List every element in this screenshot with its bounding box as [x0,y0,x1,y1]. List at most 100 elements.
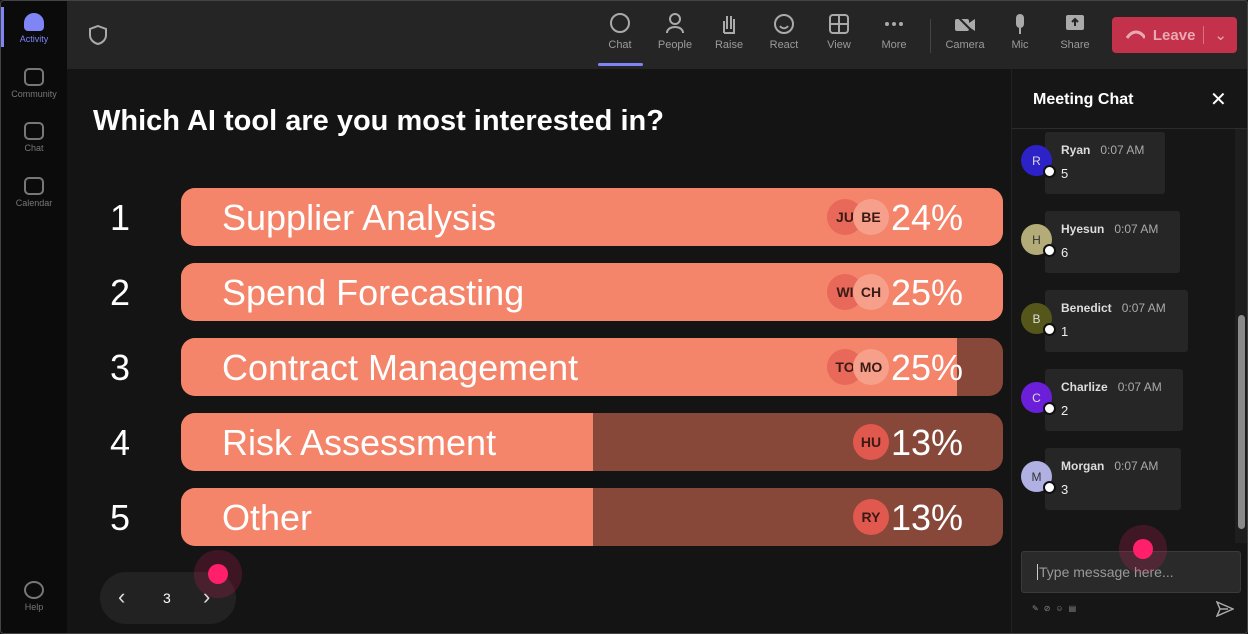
sidebar-item[interactable]: Calendar [1,177,67,208]
toolbar-button[interactable]: Camera [940,13,990,51]
button-label: React [769,39,799,51]
button-label: View [827,39,851,51]
toolbar-button[interactable]: Raise [704,13,754,51]
leave-dropdown[interactable]: ⌄ [1203,26,1227,44]
option-label: Contract Management [222,347,579,388]
sender-name: Ryan [1061,143,1091,157]
sidebar-icon [24,13,44,31]
sidebar-icon [24,122,44,140]
close-button[interactable]: ✕ [1210,89,1227,111]
toolbar-button[interactable]: More [869,13,919,51]
option-bar: Other RY 13% [181,488,1003,546]
voter-avatar: MO [853,349,889,385]
sidebar-label: Calendar [15,198,53,208]
toolbar-button[interactable]: Mic [995,13,1045,51]
button-label: Share [1060,39,1090,51]
option-fill [181,413,593,471]
message-time: 0:07 AM [1117,380,1162,394]
sidebar-item[interactable]: Chat [1,122,67,153]
help-button[interactable]: Help [1,581,67,612]
button-label: Camera [945,39,985,51]
option-label: Supplier Analysis [222,197,497,238]
button-label: Mic [1011,39,1029,51]
sender-avatar: C [1021,382,1056,415]
sender-name: Hyesun [1061,222,1105,236]
poll-option[interactable]: 3 Contract Management TO MO 25% [101,338,1011,396]
message-header: Ryan 0:07 AM [1061,141,1149,159]
option-percent: 25% [890,347,963,388]
next-button[interactable]: › [203,584,211,609]
toolbar-button[interactable]: People [650,13,700,51]
leave-button[interactable]: Leave ⌄ [1112,17,1237,53]
chat-message: Hyesun 0:07 AM 6 H [1012,211,1242,275]
voter-avatar: HU [853,424,889,460]
help-label: Help [24,602,44,612]
cursor-indicator [208,564,228,584]
active-indicator [1,7,4,47]
chat-message: Morgan 0:07 AM 3 M [1012,448,1242,512]
active-tab-underline [598,63,643,66]
chat-header: Meeting Chat ✕ [1012,69,1247,129]
sender-name: Benedict [1061,301,1112,315]
button-icon [1066,15,1084,30]
toolbar-button[interactable]: View [814,13,864,51]
message-header: Charlize 0:07 AM [1061,378,1167,396]
poll-option[interactable]: 5 Other RY 13% [101,488,1011,546]
option-label: Other [222,497,313,538]
poll-question: Which AI tool are you most interested in… [93,105,664,137]
sender-avatar: H [1021,224,1056,257]
poll-option[interactable]: 4 Risk Assessment HU 13% [101,413,1011,471]
button-icon [1016,14,1024,34]
voter-avatar: CH [853,274,889,310]
message-header: Hyesun 0:07 AM [1061,220,1164,238]
input-placeholder: Type message here... [1037,564,1174,580]
scroll-thumb[interactable] [1238,315,1245,529]
option-bar: Contract Management TO MO 25% [181,338,1003,396]
option-percent: 25% [890,272,963,313]
sender-avatar: R [1021,145,1056,178]
toolbar-separator [930,19,931,53]
voter-avatar: BE [853,199,889,235]
chat-message: Ryan 0:07 AM 5 R [1012,132,1242,196]
poll-option[interactable]: 2 Spend Forecasting WI CH 25% [101,263,1011,321]
button-icon [955,14,975,34]
option-rank: 3 [109,347,131,388]
message-time: 0:07 AM [1121,301,1166,315]
poll-option[interactable]: 1 Supplier Analysis JU BE 24% [101,188,1011,246]
toolbar-button[interactable]: Share [1050,13,1100,51]
message-input[interactable]: Type message here... [1021,551,1241,593]
scrollbar [1235,129,1247,543]
button-icon [666,13,684,34]
sidebar-item[interactable]: Activity [1,13,67,44]
cursor-indicator [1133,539,1153,559]
message-bubble: Charlize 0:07 AM 2 [1045,369,1183,431]
option-percent: 13% [890,497,963,538]
message-bubble: Ryan 0:07 AM 5 [1045,132,1165,194]
format-icons[interactable]: ✎⊘☺▤ [1032,604,1082,613]
message-time: 0:07 AM [1100,143,1145,157]
chat-message: Charlize 0:07 AM 2 C [1012,369,1242,433]
chat-title: Meeting Chat [1033,91,1134,108]
prev-button[interactable]: ‹ [118,584,126,609]
shield-icon [89,25,107,45]
button-icon [829,14,849,34]
sidebar-item[interactable]: Community [1,68,67,99]
sidebar-icon [24,68,44,86]
send-button[interactable] [1216,601,1234,617]
toolbar-button[interactable]: Chat [595,13,645,51]
button-icon [885,22,903,26]
option-rank: 2 [109,272,131,313]
button-icon [610,13,630,33]
message-time: 0:07 AM [1114,459,1159,473]
option-bar: Supplier Analysis JU BE 24% [181,188,1003,246]
toolbar-button[interactable]: React [759,13,809,51]
option-rank: 5 [109,497,131,538]
option-percent: 13% [890,422,963,463]
voter-avatar: RY [853,499,889,535]
message-text: 6 [1061,245,1069,260]
message-bubble: Benedict 0:07 AM 1 [1045,290,1188,352]
sender-name: Morgan [1061,459,1105,473]
button-icon [723,16,735,34]
